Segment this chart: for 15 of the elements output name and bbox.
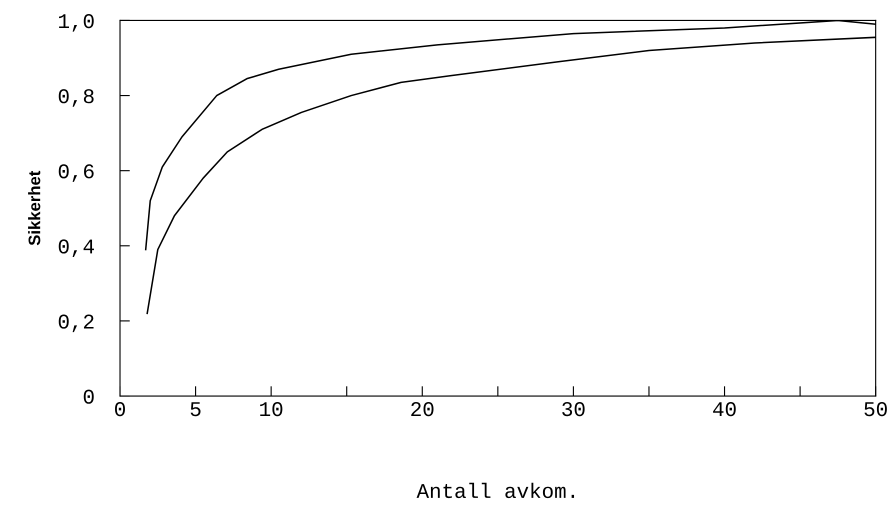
x-tick-label: 10 [260,402,282,416]
x-tick-label: 30 [562,402,585,416]
x-axis-title: Antall avkom. [416,482,574,498]
x-tick-label: 20 [411,402,434,416]
y-tick-label: 1,0 [59,14,94,32]
x-tick-label: 40 [713,402,736,416]
y-tick-label: 0,6 [58,164,94,182]
x-tick-label: 5 [190,402,201,416]
y-tick-label: 0 [84,390,94,404]
y-tick-label: 0,4 [58,239,94,258]
x-tick-label: 50 [864,402,887,416]
y-tick-label: 0,8 [58,89,94,107]
y-axis-title: Sikkerhet [28,170,40,246]
y-tick-label: 0,2 [58,314,94,332]
x-tick-label: 0 [115,402,125,416]
